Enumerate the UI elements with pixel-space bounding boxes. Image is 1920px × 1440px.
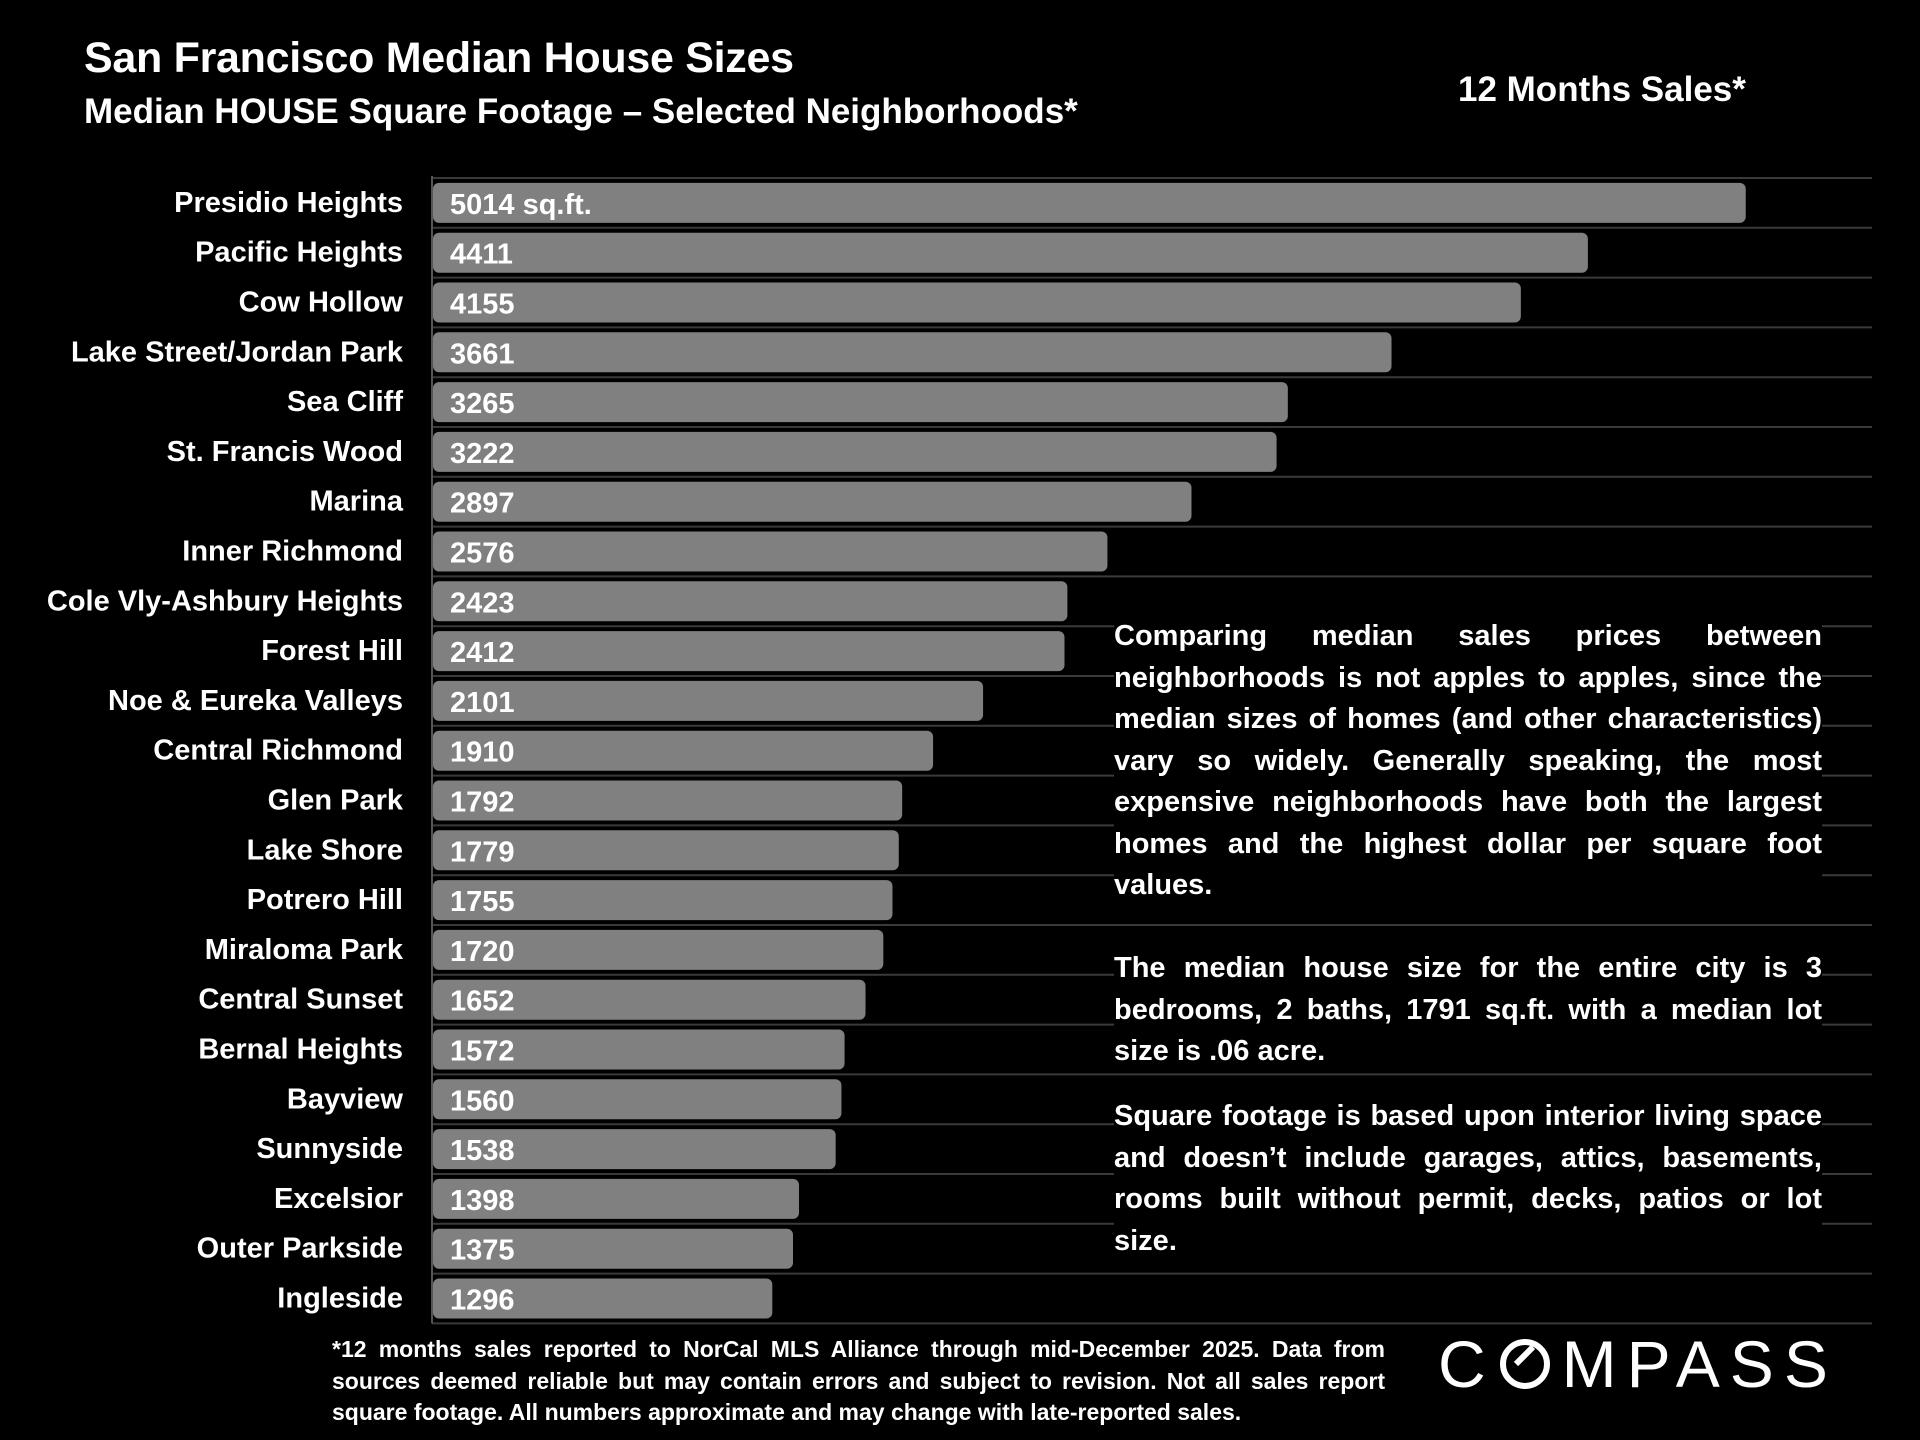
bar: [433, 382, 1288, 423]
chart-title: San Francisco Median House Sizes: [84, 34, 794, 82]
note-paragraph-3: Square footage is based upon interior li…: [1114, 1096, 1822, 1272]
bar: [433, 880, 893, 921]
data-label: 4411: [450, 239, 513, 271]
bar: [433, 1129, 836, 1170]
category-label: Miraloma Park: [205, 934, 404, 966]
data-label: 2897: [450, 488, 515, 520]
data-label: 3661: [450, 338, 515, 370]
category-label: Central Richmond: [153, 735, 403, 767]
data-label: 1910: [450, 737, 515, 769]
bar: [433, 680, 984, 721]
data-label: 1398: [450, 1185, 515, 1217]
category-label: Lake Shore: [247, 834, 403, 866]
logo-text-left: C: [1438, 1327, 1496, 1401]
bar: [433, 481, 1192, 522]
data-label: 2412: [450, 637, 515, 669]
category-label: Cow Hollow: [239, 287, 404, 319]
category-label: Pacific Heights: [195, 237, 403, 269]
category-label: Bayview: [287, 1083, 404, 1115]
bar: [433, 929, 884, 970]
category-label: Lake Street/Jordan Park: [71, 336, 404, 368]
data-label: 1296: [450, 1285, 515, 1317]
bar: [433, 1178, 800, 1219]
bar: [433, 332, 1392, 373]
bar: [433, 1228, 793, 1269]
bar: [433, 531, 1108, 572]
bar: [433, 232, 1588, 273]
bar: [433, 282, 1521, 323]
bar: [433, 780, 903, 821]
bar: [433, 830, 899, 871]
category-label: Excelsior: [274, 1183, 403, 1215]
data-label: 1652: [450, 986, 515, 1018]
category-label: Outer Parkside: [197, 1233, 403, 1265]
data-label: 1755: [450, 886, 515, 918]
bar: [433, 631, 1065, 672]
data-label: 4155: [450, 289, 515, 321]
bar: [433, 581, 1068, 622]
category-label: Forest Hill: [261, 635, 403, 667]
data-label: 1538: [450, 1135, 515, 1167]
note-paragraph-1: Comparing median sales prices between ne…: [1114, 614, 1822, 907]
category-label: Presidio Heights: [174, 187, 403, 219]
category-label: Cole Vly-Ashbury Heights: [47, 585, 403, 617]
data-label: 2101: [450, 687, 515, 719]
category-label: Ingleside: [277, 1283, 403, 1315]
category-label: Sunnyside: [256, 1133, 403, 1165]
bar: [433, 1278, 773, 1319]
data-label: 1779: [450, 836, 515, 868]
note-paragraph-2: The median house size for the entire cit…: [1114, 948, 1822, 1073]
data-label: 1560: [450, 1085, 515, 1117]
category-label: Bernal Heights: [198, 1034, 403, 1066]
compass-o-icon: [1499, 1339, 1550, 1389]
period-label: 12 Months Sales*: [1458, 70, 1746, 109]
category-label: Central Sunset: [198, 984, 403, 1016]
category-label: Potrero Hill: [247, 884, 403, 916]
data-label: 3265: [450, 388, 515, 420]
data-label: 1792: [450, 787, 515, 819]
data-label: 1572: [450, 1036, 515, 1068]
category-label: Marina: [310, 486, 404, 518]
chart-subtitle: Median HOUSE Square Footage – Selected N…: [84, 92, 1078, 131]
data-label: 2423: [450, 587, 515, 619]
bar: [433, 730, 934, 771]
bar: [433, 1029, 845, 1070]
bar: [433, 431, 1277, 472]
data-label: 5014 sq.ft.: [450, 189, 592, 221]
footnote: *12 months sales reported to NorCal MLS …: [332, 1336, 1385, 1425]
compass-logo: C MPASS: [1438, 1326, 1838, 1402]
category-label: St. Francis Wood: [167, 436, 403, 468]
category-label: Glen Park: [268, 785, 404, 817]
bar: [433, 1079, 842, 1120]
data-label: 2576: [450, 538, 515, 570]
data-label: 1720: [450, 936, 515, 968]
bar: [433, 182, 1746, 223]
data-label: 1375: [450, 1235, 515, 1267]
bar: [433, 979, 866, 1020]
logo-text-right: MPASS: [1561, 1327, 1838, 1401]
category-label: Noe & Eureka Valleys: [108, 685, 403, 717]
data-label: 3222: [450, 438, 515, 470]
category-label: Sea Cliff: [287, 386, 403, 418]
category-label: Inner Richmond: [182, 536, 403, 568]
